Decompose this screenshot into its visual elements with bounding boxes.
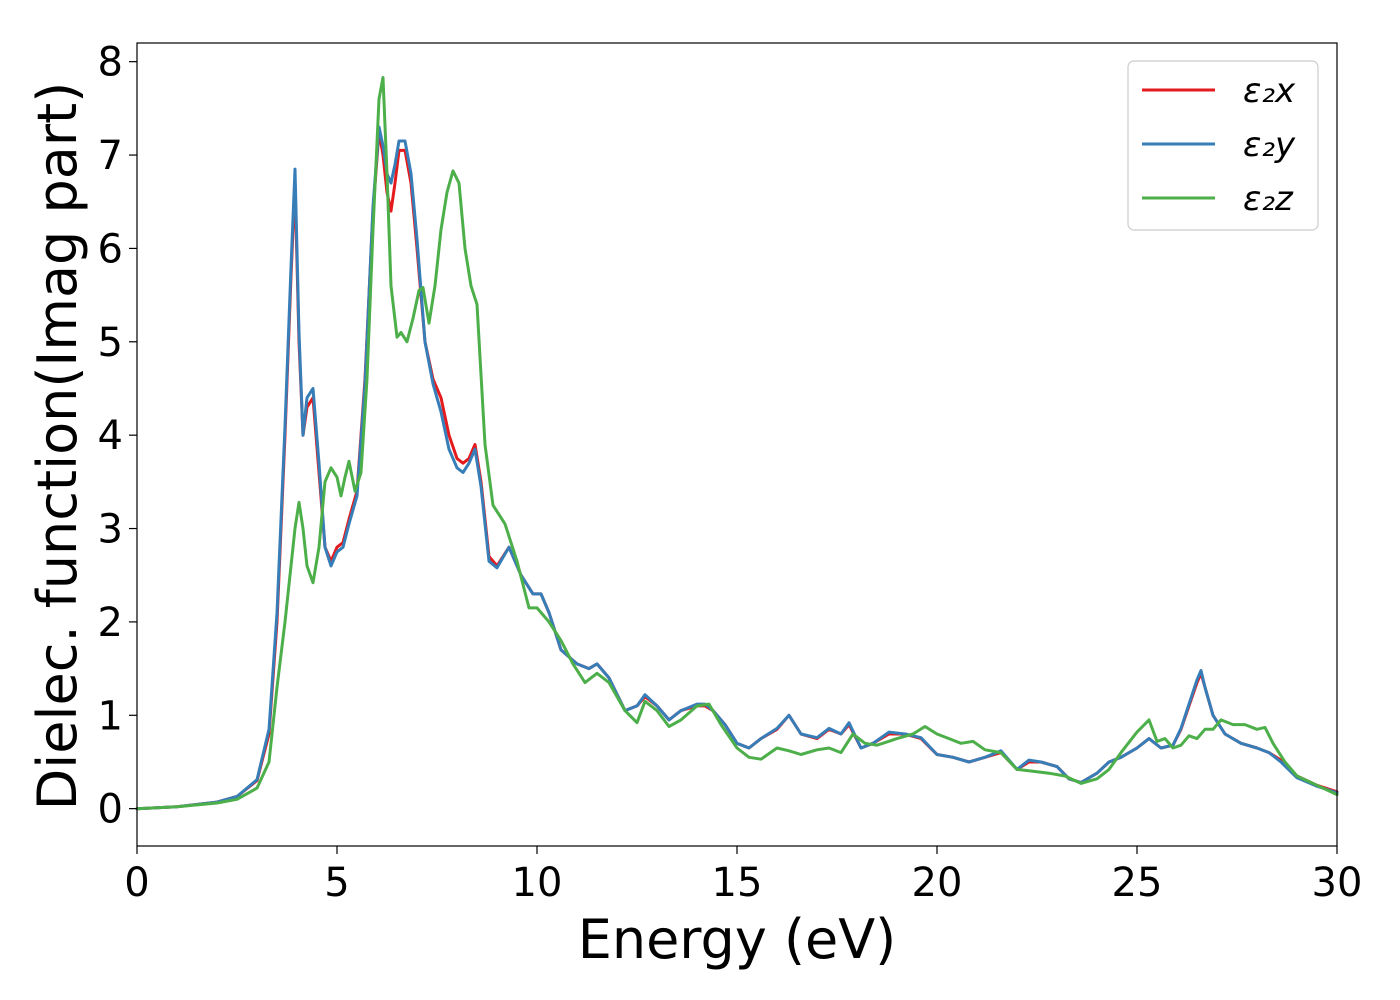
legend-label-2: ε₂y — [1243, 125, 1296, 165]
y-axis-label: Dielec. function(Imag part) — [26, 82, 89, 811]
x-tick-label: 10 — [512, 860, 563, 906]
legend-label-3: ε₂z — [1243, 179, 1294, 219]
x-tick-label: 30 — [1312, 860, 1363, 906]
series-layer — [135, 76, 1339, 811]
ticks-layer: 0 5 10 15 20 25 30 0 1 2 3 4 5 6 7 8 — [98, 40, 1363, 906]
y-tick-label: 5 — [98, 320, 123, 366]
x-tick-label: 15 — [712, 860, 763, 906]
y-tick-label: 4 — [98, 413, 123, 459]
series-line-3 — [135, 76, 1339, 811]
y-tick-label: 0 — [98, 787, 123, 833]
series-line-1 — [135, 130, 1339, 811]
y-tick-label: 7 — [98, 133, 123, 179]
x-tick-label: 25 — [1112, 860, 1163, 906]
series-line-2 — [135, 125, 1339, 811]
x-tick-label: 20 — [912, 860, 963, 906]
x-axis-label: Energy (eV) — [578, 908, 897, 971]
x-tick-label: 5 — [324, 860, 349, 906]
legend-items: ε₂x ε₂y ε₂z — [1142, 71, 1296, 219]
y-tick-label: 6 — [98, 226, 123, 272]
y-tick-label: 1 — [98, 693, 123, 739]
y-tick-label: 8 — [98, 40, 123, 86]
y-tick-label: 2 — [98, 600, 123, 646]
legend-label-1: ε₂x — [1243, 71, 1296, 111]
x-tick-label: 0 — [124, 860, 149, 906]
legend: ε₂x ε₂y ε₂z — [1127, 60, 1319, 231]
legend-box — [1127, 60, 1319, 231]
y-tick-label: 3 — [98, 507, 123, 553]
